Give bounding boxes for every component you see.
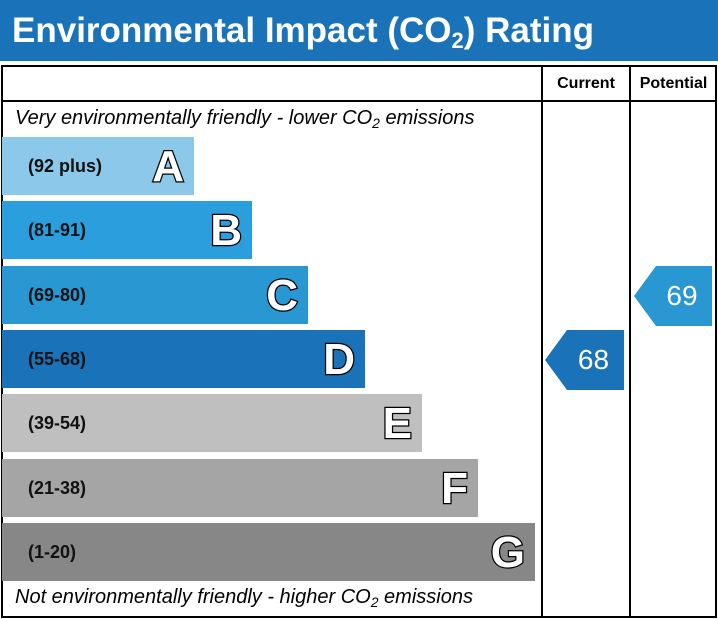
rating-band-f: (21-38) F [2, 459, 478, 517]
band-range-label: (1-20) [28, 542, 77, 562]
potential-rating-marker: 69 [634, 266, 712, 326]
current-marker-arrow [545, 330, 624, 390]
rating-band-g: (1-20) G [2, 523, 535, 581]
band-range-label: (69-80) [28, 285, 87, 305]
potential-rating-value: 69 [666, 280, 698, 311]
top-caption: Very environmentally friendly - lower CO… [15, 107, 475, 131]
band-letter-label: G [490, 527, 527, 579]
potential-column-divider [629, 65, 631, 618]
band-letter-label: D [322, 334, 356, 386]
band-range-label: (21-38) [28, 478, 87, 498]
potential-marker-arrow [634, 266, 712, 326]
band-range-label: (81-91) [28, 220, 87, 240]
bottom-caption: Not environmentally friendly - higher CO… [15, 586, 473, 610]
rating-band-d: (55-68) D [2, 330, 365, 388]
rating-band-a: (92 plus) A [2, 137, 194, 195]
current-rating-value: 68 [577, 344, 610, 375]
potential-column-header: Potential [639, 75, 708, 92]
rating-band-e: (39-54) E [2, 394, 422, 452]
header-divider [1, 100, 717, 102]
band-letter-label: C [265, 270, 299, 322]
band-range-label: (39-54) [28, 413, 87, 433]
band-range-label: (92 plus) [28, 156, 103, 176]
current-rating-marker: 68 [545, 330, 624, 390]
band-letter-label: A [151, 141, 185, 193]
current-column-divider [541, 65, 543, 618]
current-marker-shape [545, 330, 624, 390]
rating-band-b: (81-91) B [2, 201, 252, 259]
current-column-header: Current [557, 75, 615, 92]
band-range-label: (55-68) [28, 349, 87, 369]
potential-marker-shape [634, 266, 712, 326]
band-letter-label: E [381, 398, 413, 450]
band-letter-label: F [440, 463, 469, 515]
band-letter-label: B [209, 205, 243, 257]
rating-band-c: (69-80) C [2, 266, 308, 324]
chart-title: Environmental Impact (CO2) Rating [0, 0, 718, 61]
